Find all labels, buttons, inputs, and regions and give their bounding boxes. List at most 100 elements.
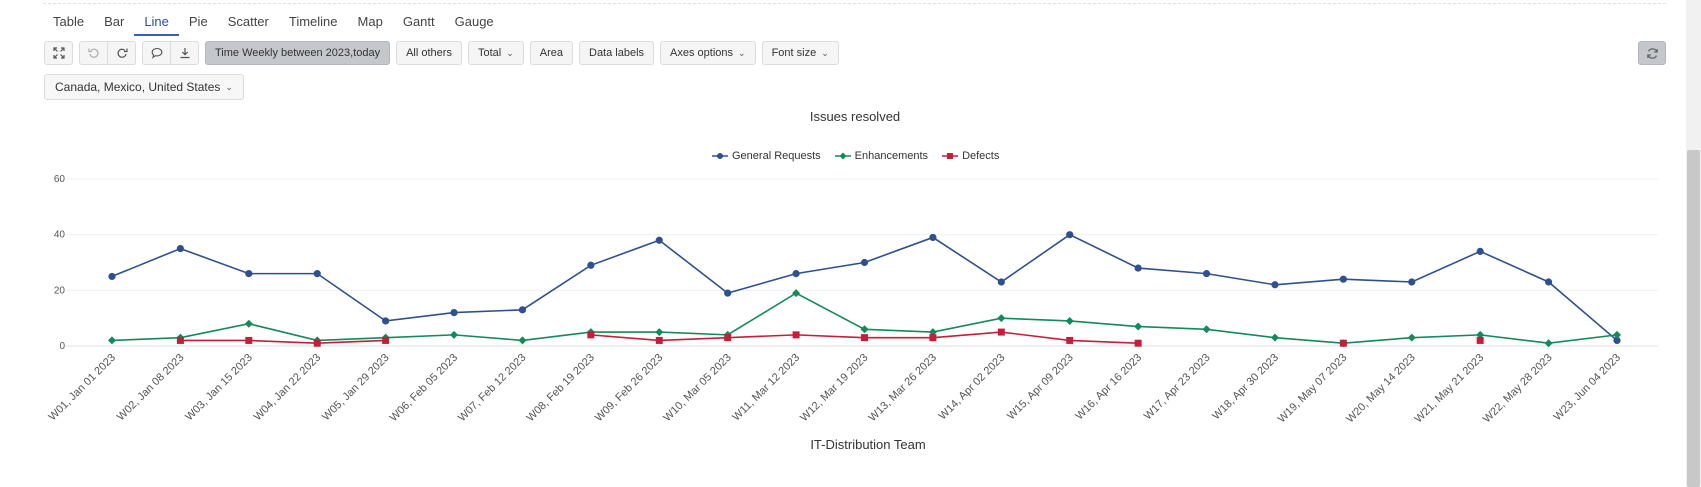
data-point xyxy=(1476,336,1484,344)
x-tick-label: W06, Feb 05 2023 xyxy=(388,352,460,424)
tab-map[interactable]: Map xyxy=(357,14,383,29)
x-tick-label: W02, Jan 08 2023 xyxy=(115,352,187,424)
x-tick-label: W05, Jan 29 2023 xyxy=(320,352,392,424)
data-point xyxy=(382,317,390,325)
comment-icon xyxy=(151,47,162,59)
data-point xyxy=(587,331,595,339)
data-point xyxy=(245,270,253,278)
x-tick-label: W08, Feb 19 2023 xyxy=(524,352,596,424)
chevron-down-icon: ⌄ xyxy=(225,81,233,92)
series-defects xyxy=(176,328,1484,347)
data-point xyxy=(1476,330,1485,339)
data-point xyxy=(1134,339,1142,347)
series-line xyxy=(180,339,386,345)
data-point xyxy=(1407,333,1416,342)
history-group xyxy=(79,41,136,65)
legend-item-defects[interactable]: Defects xyxy=(942,150,999,162)
area-button[interactable]: Area xyxy=(529,41,573,65)
data-point xyxy=(1613,336,1621,345)
download-button[interactable] xyxy=(170,41,199,65)
chart-type-tabs: Table Bar Line Pie Scatter Timeline Map … xyxy=(43,12,504,36)
data-point xyxy=(1134,264,1142,272)
x-tick-label: W19, May 07 2023 xyxy=(1276,352,1350,426)
x-tick-label: W21, May 21 2023 xyxy=(1413,352,1487,426)
data-point xyxy=(1408,278,1416,286)
tab-timeline[interactable]: Timeline xyxy=(288,14,338,29)
x-tick-label: W09, Feb 26 2023 xyxy=(593,352,665,424)
data-point xyxy=(382,336,390,344)
series-line xyxy=(111,233,1618,342)
redo-button[interactable] xyxy=(107,41,136,65)
top-divider xyxy=(43,3,1666,4)
data-point xyxy=(450,330,459,339)
y-tick-label: 40 xyxy=(54,230,66,241)
x-tick-label: W04, Jan 22 2023 xyxy=(252,352,324,424)
font-size-label: Font size xyxy=(771,47,817,59)
data-point xyxy=(245,336,253,344)
data-point xyxy=(313,339,321,347)
x-tick-label: W20, May 14 2023 xyxy=(1344,352,1418,426)
data-point xyxy=(1544,339,1553,348)
axes-options-label: Axes options xyxy=(670,47,734,59)
data-point xyxy=(1613,330,1621,339)
data-point xyxy=(108,272,116,281)
data-point xyxy=(450,309,458,317)
data-point xyxy=(655,336,663,344)
data-point xyxy=(724,289,732,297)
tab-table[interactable]: Table xyxy=(53,14,85,29)
data-point xyxy=(587,261,595,269)
legend-item-enhancements[interactable]: Enhancements xyxy=(834,150,929,162)
country-filter-dropdown[interactable]: Canada, Mexico, United States ⌄ xyxy=(44,74,244,100)
refresh-button[interactable] xyxy=(1638,41,1666,65)
x-tick-label: W17, Apr 23 2023 xyxy=(1142,352,1213,423)
data-point xyxy=(1544,278,1553,286)
time-filter-button[interactable]: Time Weekly between 2023,today xyxy=(205,41,391,65)
data-point xyxy=(997,314,1006,323)
data-point xyxy=(997,278,1005,286)
data-point xyxy=(1065,316,1074,325)
tab-line[interactable]: Line xyxy=(134,12,179,36)
y-tick-label: 0 xyxy=(59,341,65,352)
footer-title: IT-Distribution Team xyxy=(810,437,926,452)
total-dropdown[interactable]: Total ⌄ xyxy=(467,41,524,65)
tab-gauge[interactable]: Gauge xyxy=(454,14,494,29)
data-point xyxy=(244,319,253,328)
tab-bar[interactable]: Bar xyxy=(104,14,125,29)
font-size-dropdown[interactable]: Font size ⌄ xyxy=(761,41,839,65)
data-point xyxy=(860,258,869,267)
data-point xyxy=(1066,231,1074,239)
redo-icon xyxy=(116,48,128,58)
tab-gantt[interactable]: Gantt xyxy=(402,14,435,29)
legend-circle-marker-icon xyxy=(712,153,728,159)
undo-icon xyxy=(87,48,99,58)
data-point xyxy=(1134,322,1143,331)
data-labels-button[interactable]: Data labels xyxy=(579,41,655,65)
legend-label: Enhancements xyxy=(854,150,929,162)
data-point xyxy=(1270,333,1279,342)
x-tick-label: W18, Apr 30 2023 xyxy=(1210,352,1281,423)
legend-label: General Requests xyxy=(732,150,821,162)
data-point xyxy=(928,328,937,337)
legend-item-general-requests[interactable]: General Requests xyxy=(712,150,821,162)
all-others-button[interactable]: All others xyxy=(396,41,462,65)
fullscreen-button[interactable] xyxy=(44,41,73,65)
x-tick-label: W01, Jan 01 2023 xyxy=(46,352,118,424)
data-point xyxy=(792,289,801,298)
data-point xyxy=(1202,325,1211,334)
tab-pie[interactable]: Pie xyxy=(188,14,208,29)
tab-scatter[interactable]: Scatter xyxy=(227,14,269,29)
y-tick-label: 60 xyxy=(54,174,66,185)
x-tick-label: W10, Mar 05 2023 xyxy=(661,352,733,424)
scrollbar-thumb[interactable] xyxy=(1687,150,1700,487)
x-tick-label: W03, Jan 15 2023 xyxy=(183,352,255,424)
data-point xyxy=(929,334,937,342)
data-point xyxy=(518,306,527,314)
chevron-down-icon: ⌄ xyxy=(738,47,746,58)
data-point xyxy=(518,336,527,345)
data-point xyxy=(1202,270,1211,278)
data-point xyxy=(929,233,937,242)
x-tick-label: W14, Apr 02 2023 xyxy=(937,352,1008,423)
series-enhancements xyxy=(108,289,1621,348)
axes-options-dropdown[interactable]: Axes options ⌄ xyxy=(660,41,756,65)
